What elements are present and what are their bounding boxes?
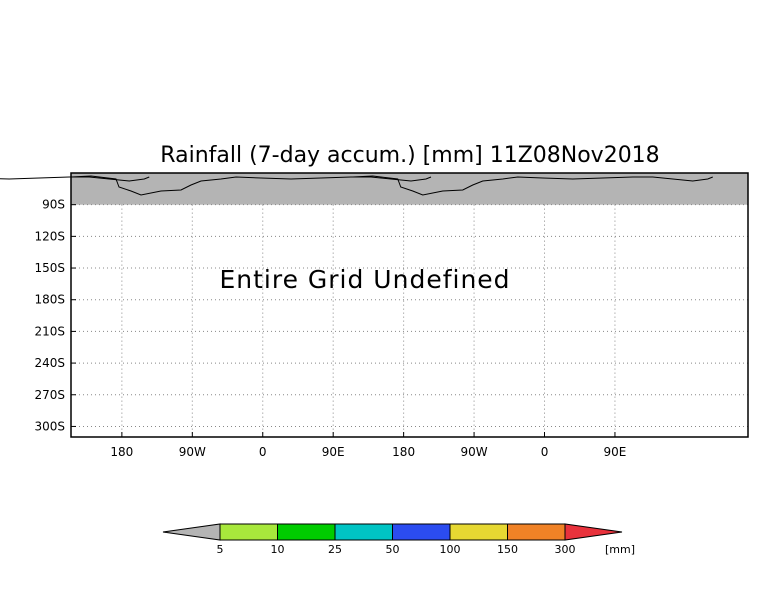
antarctica-land-band	[0, 173, 748, 205]
colorbar-swatch	[219, 523, 278, 541]
x-tick-label: 0	[259, 445, 267, 459]
coastline	[0, 176, 150, 182]
y-axis-ticks: 90S 120S 150S 180S 210S 240S 270S 300S	[34, 198, 76, 433]
land-band	[71, 173, 748, 205]
colorbar-level-label: 150	[497, 543, 518, 556]
undefined-grid-note: Entire Grid Undefined	[219, 265, 510, 294]
colorbar: 5 10 25 50 100 150 300 [mm]	[162, 523, 635, 556]
plot-frame	[70, 172, 749, 438]
y-tick-label: 240S	[34, 356, 65, 370]
colorbar-level-label: 50	[386, 543, 400, 556]
y-tick-label: 210S	[34, 324, 65, 338]
gridlines	[71, 204, 748, 437]
colorbar-swatch	[334, 523, 393, 541]
y-tick-label: 270S	[34, 388, 65, 402]
colorbar-swatch	[392, 523, 451, 541]
x-tick-label: 90W	[460, 445, 487, 459]
colorbar-swatch	[277, 523, 336, 541]
y-tick-label: 150S	[34, 261, 65, 275]
coastline	[352, 175, 713, 196]
y-tick-label: 300S	[34, 419, 65, 433]
x-tick-label: 180	[110, 445, 133, 459]
colorbar-level-label: 10	[271, 543, 285, 556]
y-tick-label: 180S	[34, 293, 65, 307]
colorbar-level-label: 100	[440, 543, 461, 556]
chart-title: Rainfall (7-day accum.) [mm] 11Z08Nov201…	[160, 143, 659, 168]
x-tick-label: 90E	[604, 445, 627, 459]
colorbar-under-arrow	[162, 523, 221, 541]
colorbar-level-label: 5	[217, 543, 224, 556]
x-axis-ticks: 180 90W 0 90E 180 90W 0 90E	[110, 432, 626, 459]
colorbar-swatch	[449, 523, 508, 541]
y-tick-label: 120S	[34, 229, 65, 243]
colorbar-swatch	[507, 523, 566, 541]
coastline	[70, 175, 432, 196]
colorbar-level-label: 300	[555, 543, 576, 556]
x-tick-label: 0	[541, 445, 549, 459]
plot-area	[71, 173, 748, 437]
colorbar-level-label: 25	[328, 543, 342, 556]
colorbar-unit-label: [mm]	[605, 543, 635, 556]
colorbar-over-arrow	[564, 523, 623, 541]
x-tick-label: 90E	[322, 445, 345, 459]
x-tick-label: 90W	[179, 445, 206, 459]
y-tick-label: 90S	[42, 198, 65, 212]
x-tick-label: 180	[392, 445, 415, 459]
